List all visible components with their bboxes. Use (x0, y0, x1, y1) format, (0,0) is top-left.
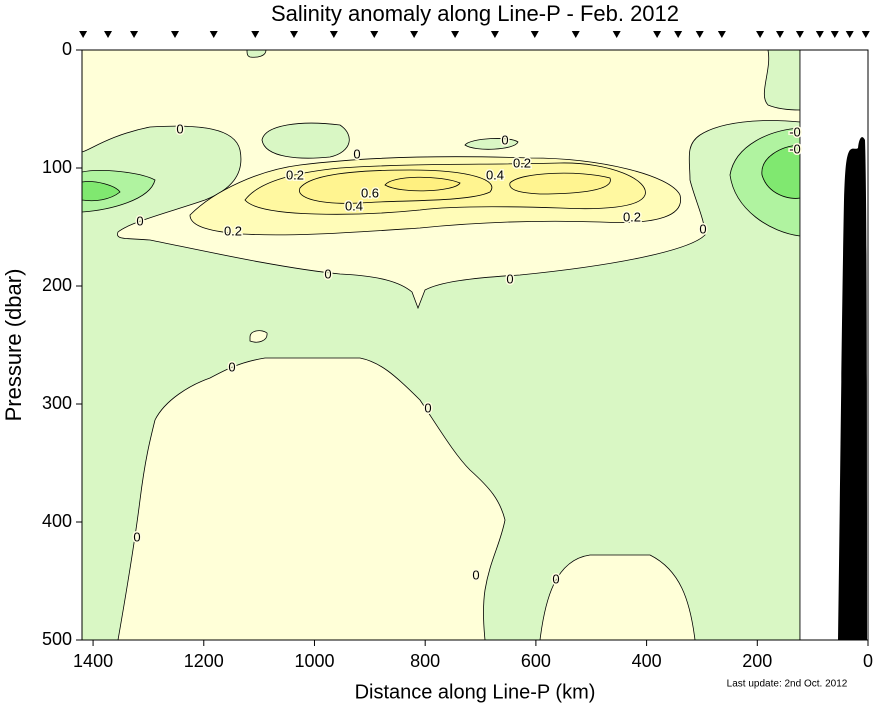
contour-region (246, 49, 267, 58)
station-marker (410, 31, 419, 38)
chart-title: Salinity anomaly along Line-P - Feb. 201… (271, 1, 679, 26)
station-marker (79, 31, 88, 38)
contour-region (761, 144, 801, 199)
contour-label: 0 (324, 266, 331, 281)
contour-label: 0 (501, 132, 508, 147)
contour-label: 0 (472, 567, 479, 582)
station-marker (815, 31, 824, 38)
y-tick-label: 200 (42, 275, 72, 295)
y-axis-label: Pressure (dbar) (1, 269, 26, 422)
y-tick-label: 100 (42, 157, 72, 177)
station-marker (289, 31, 298, 38)
station-marker (612, 31, 621, 38)
footnote: Last update: 2nd Oct. 2012 (727, 679, 848, 690)
contour-region (464, 138, 519, 150)
x-tick-label: 600 (521, 651, 551, 671)
x-tick-label: 400 (632, 651, 662, 671)
contour-label: 0.4 (345, 198, 363, 213)
station-marker (653, 31, 662, 38)
contour-label: 0 (699, 221, 706, 236)
contour-label: 0 (424, 400, 431, 415)
station-marker (130, 31, 139, 38)
contour-label: 0 (506, 271, 513, 286)
contour-label: 0 (228, 359, 235, 374)
x-tick-label: 1000 (294, 651, 334, 671)
contour-label: 0.6 (361, 185, 379, 200)
bathymetry (838, 137, 867, 641)
contour-label: 0.4 (486, 167, 504, 182)
contour-label: 0.2 (623, 209, 641, 224)
contour-label: 0.2 (513, 155, 531, 170)
contour-region (117, 357, 506, 641)
contour-label: 0 (353, 146, 360, 161)
station-marker (861, 31, 870, 38)
contour-label: 0 (552, 571, 559, 586)
contour-region (509, 172, 611, 195)
y-tick-label: 400 (42, 511, 72, 531)
station-marker (329, 31, 338, 38)
y-tick-label: 500 (42, 629, 72, 649)
station-marker (756, 31, 765, 38)
contour-region (249, 330, 268, 343)
station-marker (674, 31, 683, 38)
contour-label: 0.2 (286, 167, 304, 182)
station-marker (775, 31, 784, 38)
contour-region (539, 554, 696, 641)
station-marker (571, 31, 580, 38)
station-marker (209, 31, 218, 38)
station-marker (830, 31, 839, 38)
x-tick-label: 1200 (184, 651, 224, 671)
station-marker (795, 31, 804, 38)
contour-label: -0 (789, 124, 801, 139)
contour-label: 0 (136, 213, 143, 228)
station-marker (695, 31, 704, 38)
plot-frame (81, 49, 869, 641)
station-marker (370, 31, 379, 38)
x-axis-label: Distance along Line-P (km) (355, 681, 596, 703)
x-tick-label: 800 (410, 651, 440, 671)
contour-region (261, 122, 350, 159)
station-marker (490, 31, 499, 38)
contour-fills (81, 49, 801, 641)
contour-label: 0 (176, 121, 183, 136)
station-marker (104, 31, 113, 38)
x-tick-label: 0 (863, 651, 873, 671)
y-tick-label: 0 (62, 39, 72, 59)
contour-label: -0 (789, 141, 801, 156)
station-marker (845, 31, 854, 38)
x-tick-label: 200 (742, 651, 772, 671)
station-marker (170, 31, 179, 38)
y-tick-label: 300 (42, 393, 72, 413)
contour-region (384, 176, 461, 192)
station-marker (717, 31, 726, 38)
contour-label: 0 (133, 529, 140, 544)
contour-label: 0.2 (224, 223, 242, 238)
contour-region (81, 181, 121, 202)
x-tick-label: 1400 (73, 651, 113, 671)
station-marker (251, 31, 260, 38)
station-marker (530, 31, 539, 38)
station-marker (451, 31, 460, 38)
